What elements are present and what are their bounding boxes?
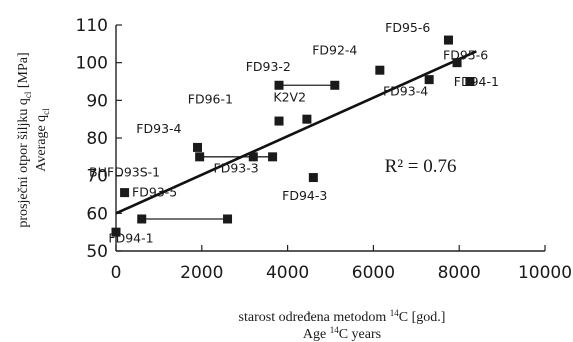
data-point: [111, 227, 121, 237]
point-label: FD93-2: [246, 59, 291, 74]
y-tick-label: 50: [86, 242, 108, 262]
data-point: [274, 116, 284, 126]
data-point: [274, 80, 284, 90]
x-axis-label-line2: Age 14C years: [303, 325, 381, 342]
point-label: FD92-4: [312, 42, 357, 57]
point-label: FD95-6: [385, 20, 430, 35]
point-label: FD94-1: [108, 230, 153, 245]
point-label: K2V2: [273, 89, 306, 104]
data-point: [452, 58, 462, 68]
y-tick-label: 60: [86, 204, 108, 224]
point-label: FD94-3: [282, 188, 327, 203]
x-axis-label-line1: starost određena metodom 14C [god.]: [239, 308, 446, 325]
data-point: [193, 142, 203, 152]
point-label: FD93-4: [383, 83, 428, 98]
data-point: [330, 80, 340, 90]
data-point: [137, 214, 147, 224]
point-label: FD93-3: [214, 161, 259, 176]
data-point: [443, 35, 453, 45]
x-tick-label: 2000: [180, 263, 223, 283]
data-point: [223, 214, 233, 224]
x-tick-label: 4000: [266, 263, 309, 283]
y-axis-label-line1: prosječni otpor šiljku qcl [MPa]: [16, 52, 33, 227]
point-label: FD93-4: [136, 121, 181, 136]
y-tick-label: 100: [76, 54, 108, 74]
x-tick-label: 10000: [518, 263, 572, 283]
y-axis-label-line2: Average qcl: [34, 108, 51, 172]
y-tick-label: 110: [76, 16, 108, 36]
point-label: FD95-6: [443, 48, 488, 63]
x-tick-label: 0: [111, 263, 122, 283]
plot-area: 50 60 70 80 90 100 110 0 2000 4000 6000 8000 10000 FD…: [76, 16, 573, 283]
data-point: [248, 152, 258, 162]
regression-line: [115, 50, 477, 215]
data-point: [465, 77, 475, 86]
x-tick-label: 6000: [352, 263, 395, 283]
point-label: FD93-5: [132, 184, 177, 199]
data-point: [268, 152, 278, 162]
data-point: [424, 75, 434, 85]
point-label: FD96-1: [188, 91, 233, 106]
data-point: [375, 65, 385, 75]
data-point: [120, 188, 130, 198]
y-tick-label: 80: [86, 129, 108, 149]
point-label: BHFD93S-1: [89, 164, 160, 179]
x-tick-label: 8000: [438, 263, 481, 283]
data-point: [302, 114, 312, 124]
data-point: [308, 173, 318, 183]
y-tick-label: 90: [86, 91, 108, 111]
r-squared-annotation: R² = 0.76: [385, 156, 457, 177]
y-tick-label: 70: [86, 167, 108, 187]
data-point: [195, 152, 205, 162]
point-label: FD94-1: [454, 74, 499, 89]
